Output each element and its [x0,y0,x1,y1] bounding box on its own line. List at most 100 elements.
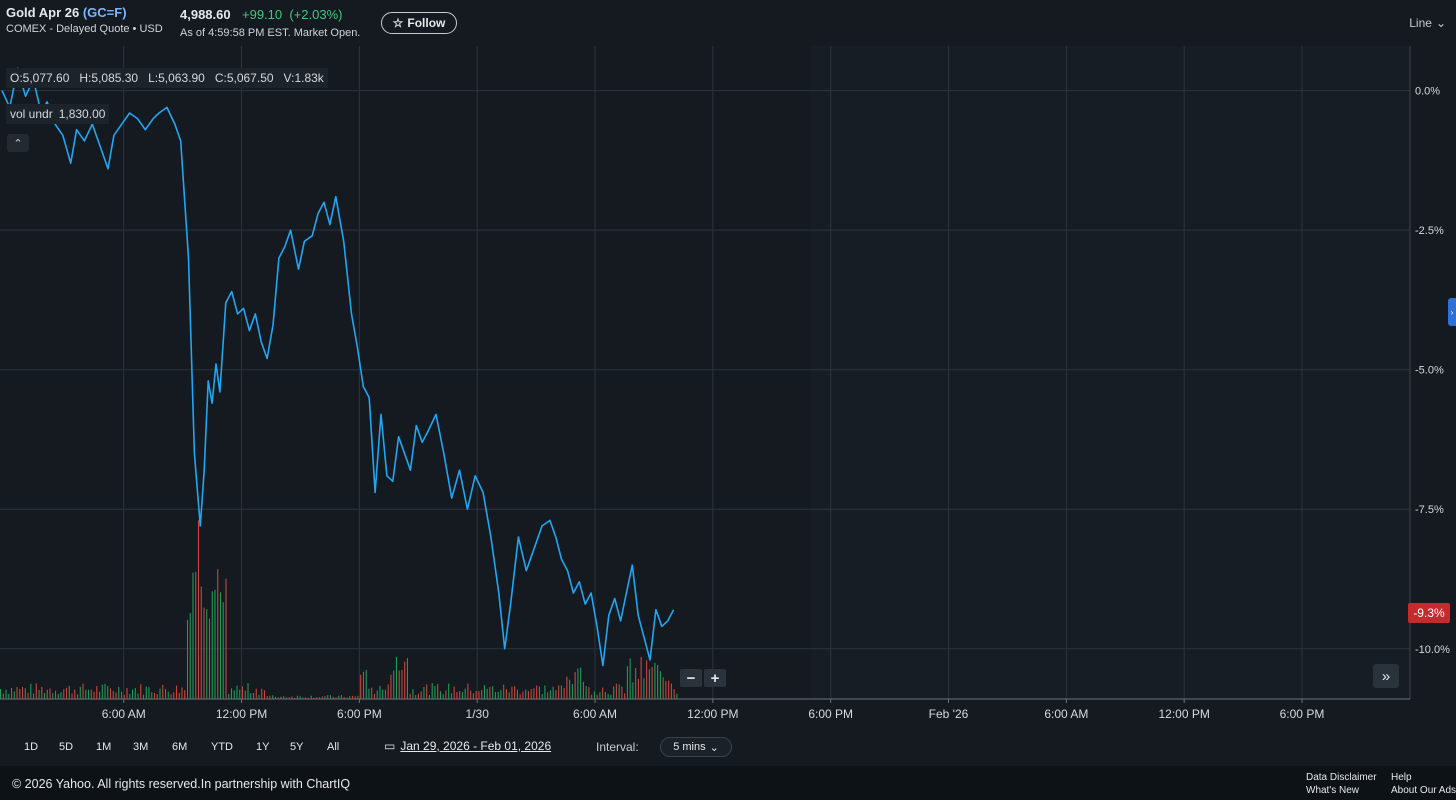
volume-bar [571,684,573,699]
volume-bar [453,686,455,699]
volume-bar [120,691,123,699]
x-tick-label: 6:00 AM [1044,707,1088,721]
volume-bar [263,690,266,699]
volume-bar [613,686,615,699]
volume-bar [516,689,518,699]
volume-bar [522,691,524,699]
scroll-to-end-button[interactable]: » [1373,664,1399,688]
volume-bar [219,592,222,699]
volume-bar [332,696,334,699]
volume-bar [327,695,329,699]
volume-bar [450,693,452,699]
volume-bar [412,689,414,699]
zoom-in-button[interactable]: + [704,669,726,687]
range-ytd-button[interactable]: YTD [211,741,233,753]
volume-bar [115,692,117,699]
volume-bar [291,696,293,699]
price-line [1,67,675,667]
volume-bar [525,689,527,699]
volume-bar [360,674,362,699]
volume-bar [379,685,381,699]
price-chart[interactable]: 0.0% -2.5% -5.0% -7.5% -10.0% 6:00 AM 12:00 P… [0,46,1456,734]
chart-type-select[interactable]: Line ⌄ [1409,16,1446,30]
volume-bar [643,678,645,699]
range-1m-button[interactable]: 1M [96,741,112,753]
help-link[interactable]: Help [1391,772,1412,783]
volume-bar [324,696,326,699]
volume-bar [494,691,496,699]
quote-header: Gold Apr 26 (GC=F) COMEX - Delayed Quote… [0,0,1456,46]
volume-bar [640,657,642,699]
range-3m-button[interactable]: 3M [133,741,149,753]
volume-bar [588,687,590,699]
volume-bar [376,690,378,699]
high-value: H:5,085.30 [79,71,139,85]
volume-bar [296,695,299,699]
volume-bar [637,678,639,699]
grid-lines [0,46,1411,700]
volume-bar [423,686,425,699]
volume-bar [82,683,84,699]
collapse-panel-button[interactable]: ⌃ [7,134,29,152]
volume-bar [373,693,376,699]
volume-bar [555,690,557,699]
vol-undr-value: 1,830.00 [58,107,106,121]
chevron-up-icon: ⌃ [13,137,23,150]
whats-new-link[interactable]: What's New [1306,785,1360,796]
volume-bar [71,693,73,699]
exchange-line: COMEX - Delayed Quote • USD [6,23,163,35]
volume-bar [624,693,626,699]
volume-bar [222,602,224,699]
range-1y-button[interactable]: 1Y [256,741,270,753]
about-our-ads-link[interactable]: About Our Ads [1391,785,1456,796]
volume-bar [596,694,598,699]
symbol-ticker[interactable]: (GC=F) [82,5,127,20]
volume-bar [577,668,579,699]
volume-bars [0,520,678,699]
volume-bar [569,679,571,699]
volume-bar [676,693,678,699]
change-percent: (+2.03%) [289,7,343,22]
range-all-button[interactable]: All [327,741,340,753]
volume-bar [340,695,343,699]
volume-bar [261,688,263,699]
volume-bar [272,695,274,699]
volume-bar [52,693,54,699]
range-6m-button[interactable]: 6M [172,741,188,753]
volume-bar [519,694,521,699]
volume-bar [239,689,241,699]
volume-bar [184,690,186,699]
date-range-text: Jan 29, 2026 - Feb 01, 2026 [400,739,552,753]
volume-bar [5,689,7,699]
volume-bar [503,684,505,699]
data-disclaimer-link[interactable]: Data Disclaimer [1306,772,1377,783]
interval-select[interactable]: 5 mins ⌄ [660,737,732,757]
side-panel-tab[interactable]: › [1448,298,1456,326]
as-of-time: As of 4:59:58 PM EST. Market Open. [180,27,361,39]
volume-bar [156,694,158,699]
volume-bar [621,686,623,699]
x-tick-label: 12:00 PM [216,707,267,721]
volume-bar [131,689,134,699]
range-5d-button[interactable]: 5D [59,741,74,753]
volume-bar [527,691,529,699]
volume-bar [195,571,197,699]
volume-bar [162,684,164,699]
volume-bar [175,685,178,699]
date-range-picker[interactable]: ▭ Jan 29, 2026 - Feb 01, 2026 [384,739,551,753]
volume-bar [0,689,2,699]
x-tick-label: 6:00 PM [337,707,382,721]
volume-bar [533,688,535,699]
follow-button[interactable]: ☆ Follow [381,12,457,34]
volume-bar [431,683,433,699]
range-1d-button[interactable]: 1D [24,741,39,753]
volume-bar [19,689,21,699]
volume-bar [514,686,516,699]
volume-bar [178,693,180,699]
range-5y-button[interactable]: 5Y [290,741,304,753]
volume-bar [544,685,546,699]
volume-bar [316,697,318,699]
volume-bar [461,691,463,699]
zoom-out-button[interactable]: − [680,669,702,687]
volume-bar [167,691,169,699]
